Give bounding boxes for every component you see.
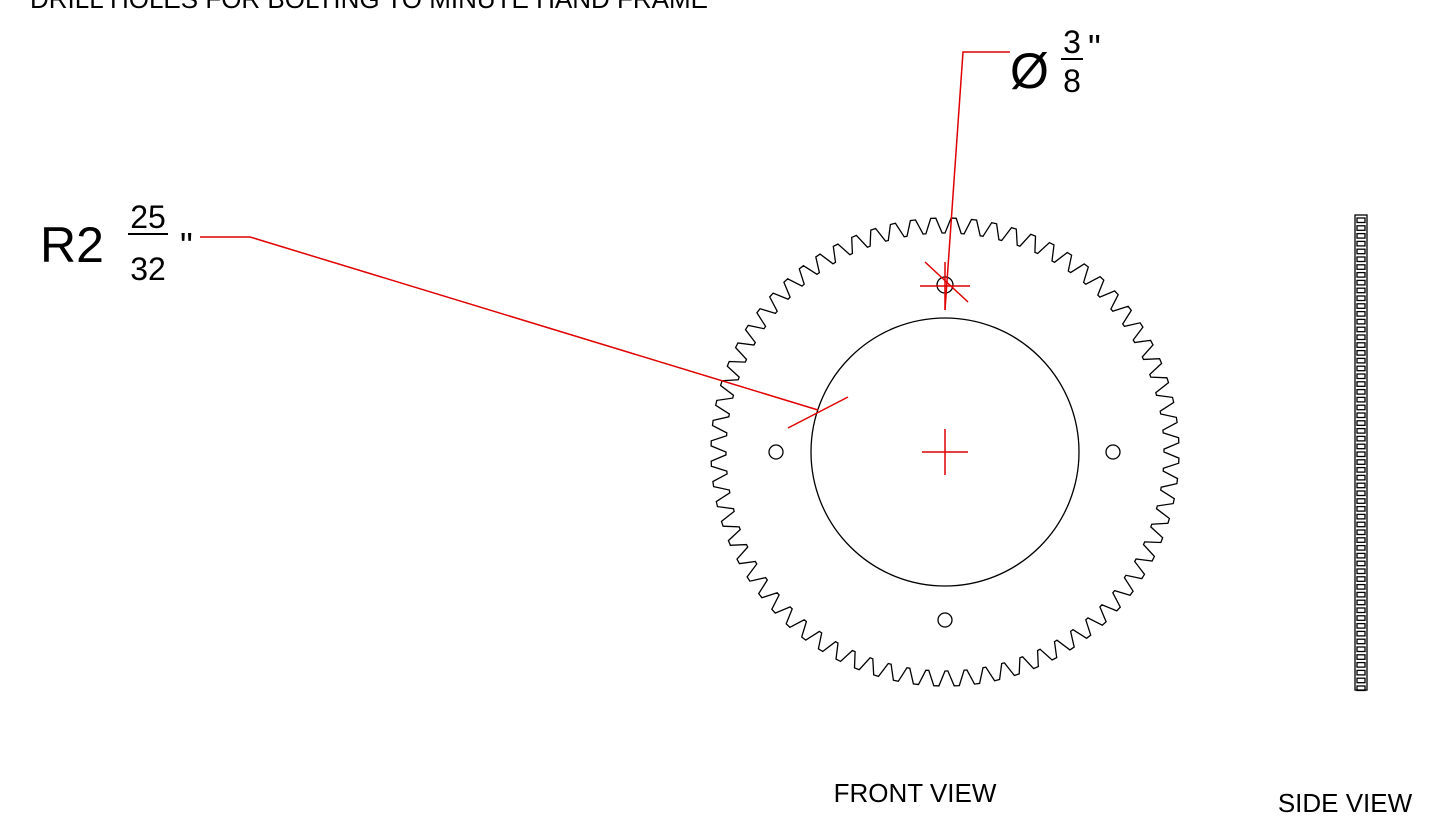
side-tooth xyxy=(1356,451,1366,458)
side-tooth xyxy=(1356,622,1366,629)
side-tooth xyxy=(1356,256,1366,263)
hole-leader xyxy=(944,51,1010,311)
side-tooth xyxy=(1356,544,1366,551)
side-tooth xyxy=(1356,287,1366,294)
side-tooth xyxy=(1356,537,1366,543)
radius-dim-prefix: R2 xyxy=(40,217,104,273)
side-tooth xyxy=(1356,412,1366,419)
side-tooth xyxy=(1356,685,1366,692)
side-tooth xyxy=(1356,599,1366,606)
center-mark xyxy=(922,429,968,475)
center-bore xyxy=(810,317,1080,587)
hole-dim-unit: " xyxy=(1088,27,1101,68)
side-tooth xyxy=(1356,357,1366,364)
side-tooth xyxy=(1356,552,1366,559)
radius-dim-denominator: 32 xyxy=(130,251,166,287)
side-tooth xyxy=(1356,318,1366,325)
side-tooth xyxy=(1356,232,1366,239)
side-tooth xyxy=(1356,303,1366,309)
side-tooth xyxy=(1356,349,1366,356)
radius-leader xyxy=(200,236,849,429)
side-tooth xyxy=(1356,490,1366,497)
bolt-hole xyxy=(1105,444,1121,460)
side-tooth xyxy=(1356,240,1366,247)
side-tooth xyxy=(1356,225,1366,231)
side-tooth xyxy=(1356,591,1366,598)
hole-dim-numerator: 3 xyxy=(1063,24,1081,60)
side-tooth xyxy=(1356,568,1366,575)
side-tooth xyxy=(1356,381,1366,387)
side-tooth xyxy=(1356,521,1366,528)
side-tooth xyxy=(1356,474,1366,481)
side-tooth xyxy=(1356,334,1366,341)
side-tooth xyxy=(1356,271,1366,278)
side-tooth xyxy=(1356,615,1366,621)
side-tooth xyxy=(1356,248,1366,255)
side-tooth xyxy=(1356,396,1366,403)
bolt-hole xyxy=(768,444,784,460)
side-tooth xyxy=(1356,404,1366,411)
side-tooth xyxy=(1356,443,1366,450)
side-tooth xyxy=(1356,427,1366,434)
sprocket-side xyxy=(1354,214,1368,692)
side-tooth xyxy=(1356,310,1366,317)
radius-dim-unit: " xyxy=(180,225,193,266)
side-tooth xyxy=(1356,295,1366,302)
side-tooth xyxy=(1356,583,1366,590)
side-tooth xyxy=(1356,435,1366,442)
side-tooth xyxy=(1356,498,1366,504)
side-tooth xyxy=(1356,677,1366,684)
side-tooth xyxy=(1356,279,1366,286)
side-tooth xyxy=(1356,513,1366,520)
side-tooth xyxy=(1356,638,1366,645)
side-tooth xyxy=(1356,529,1366,536)
radius-dim-numerator: 25 xyxy=(130,199,166,235)
side-view-label: SIDE VIEW xyxy=(1278,788,1413,818)
side-tooth xyxy=(1356,365,1366,372)
bolt-hole xyxy=(937,612,953,628)
side-tooth xyxy=(1356,482,1366,489)
side-tooth xyxy=(1356,661,1366,668)
side-tooth xyxy=(1356,373,1366,380)
side-tooth xyxy=(1356,388,1366,395)
front-view-label: FRONT VIEW xyxy=(834,778,997,808)
side-tooth xyxy=(1356,264,1366,270)
note-text: DRILL HOLES FOR BOLTING TO MINUTE HAND F… xyxy=(30,0,708,14)
hole-dim-denominator: 8 xyxy=(1063,63,1081,99)
side-tooth xyxy=(1356,420,1366,426)
side-tooth xyxy=(1356,466,1366,473)
side-tooth xyxy=(1356,217,1366,224)
side-tooth xyxy=(1356,630,1366,637)
sprocket-front xyxy=(710,217,1180,687)
side-tooth xyxy=(1356,646,1366,653)
side-tooth xyxy=(1356,576,1366,582)
side-tooth xyxy=(1356,326,1366,333)
side-tooth xyxy=(1356,459,1366,465)
hole-dim-prefix: Ø xyxy=(1010,43,1049,99)
side-tooth xyxy=(1356,342,1366,348)
side-tooth xyxy=(1356,505,1366,512)
sprocket-teeth xyxy=(710,217,1180,687)
side-tooth xyxy=(1356,560,1366,567)
side-tooth xyxy=(1356,607,1366,614)
side-tooth xyxy=(1356,654,1366,660)
side-tooth xyxy=(1356,669,1366,676)
